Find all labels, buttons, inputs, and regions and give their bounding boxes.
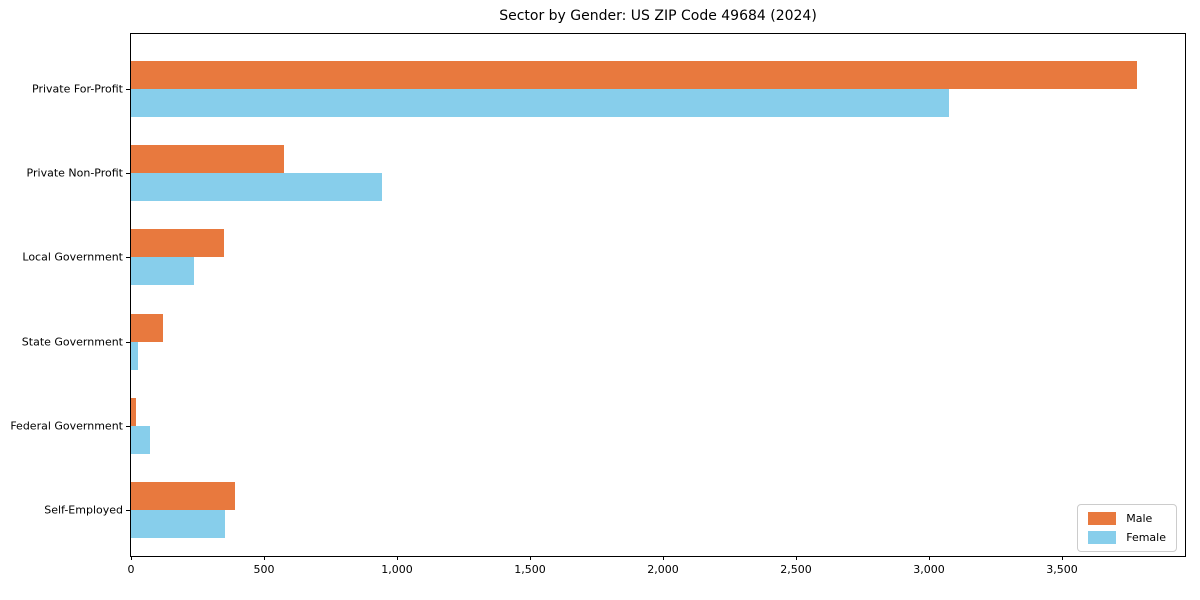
x-tick-mark (263, 556, 265, 560)
y-tick-label: State Government (21, 335, 123, 349)
bar-female-6 (131, 510, 226, 538)
legend-label: Female (1126, 531, 1166, 544)
x-tick-label: 500 (253, 563, 275, 576)
legend-item-male: Male (1088, 512, 1166, 525)
y-tick-label: Federal Government (10, 419, 123, 433)
x-tick-label: 2,500 (780, 563, 812, 576)
chart-title: Sector by Gender: US ZIP Code 49684 (202… (499, 8, 817, 24)
x-tick-label: 3,000 (913, 563, 945, 576)
bar-male-2 (131, 145, 284, 174)
x-tick-mark (396, 556, 398, 560)
bar-male-3 (131, 229, 225, 258)
y-tick-label: Self-Employed (44, 503, 123, 517)
x-tick-mark (795, 556, 797, 560)
x-tick-label: 1,000 (381, 563, 413, 576)
y-tick-mark (126, 341, 130, 343)
x-tick-mark (529, 556, 531, 560)
x-tick-mark (1061, 556, 1063, 560)
bar-female-5 (131, 425, 150, 454)
x-tick-label: 0 (127, 563, 135, 576)
y-tick-label: Local Government (22, 250, 123, 264)
bar-male-6 (131, 482, 235, 510)
y-tick-mark (126, 173, 130, 175)
bar-male-1 (131, 61, 1137, 89)
legend-label: Male (1126, 512, 1153, 525)
bar-male-4 (131, 313, 163, 342)
x-tick-mark (928, 556, 930, 560)
y-tick-mark (126, 257, 130, 259)
x-tick-label: 2,000 (647, 563, 679, 576)
bar-male-5 (131, 397, 137, 426)
bar-female-3 (131, 257, 194, 286)
x-tick-label: 3,500 (1046, 563, 1078, 576)
legend-swatch-male (1088, 512, 1117, 525)
x-tick-mark (131, 556, 132, 560)
legend-item-female: Female (1088, 531, 1166, 544)
bar-female-4 (131, 341, 138, 370)
bar-female-2 (131, 173, 383, 202)
bar-female-1 (131, 89, 949, 117)
y-tick-mark (126, 425, 130, 427)
x-tick-mark (662, 556, 664, 560)
legend: Male Female (1077, 504, 1177, 552)
y-tick-mark (126, 89, 130, 90)
legend-swatch-female (1088, 531, 1117, 544)
y-tick-mark (126, 510, 130, 511)
plot-area: Private For-Profit Private Non-Profit Loca… (10, 33, 1186, 576)
y-tick-label: Private For-Profit (32, 82, 123, 96)
x-tick-label: 1,500 (514, 563, 546, 576)
y-tick-label: Private Non-Profit (26, 166, 123, 180)
